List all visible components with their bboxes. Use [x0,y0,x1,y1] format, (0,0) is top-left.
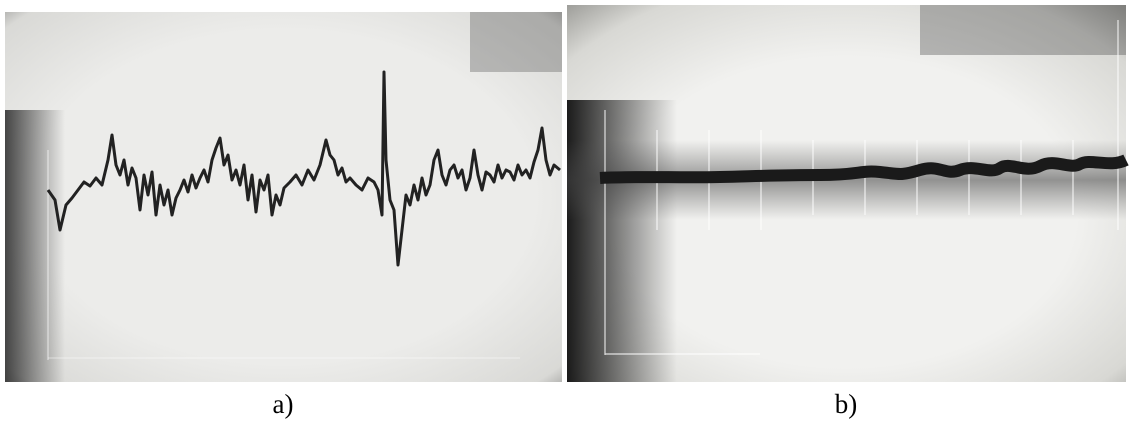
panel-a [5,12,562,382]
panel-b [567,5,1126,382]
photo-shadow [920,5,1126,55]
panel-label: b) [835,389,858,419]
figure: a) b) [0,0,1129,428]
photo-shadow [5,110,65,382]
page: a) b) (() => { const data = JSON.parse(d… [0,0,1129,428]
panel-label: a) [273,389,294,419]
photo-shadow [470,12,562,72]
